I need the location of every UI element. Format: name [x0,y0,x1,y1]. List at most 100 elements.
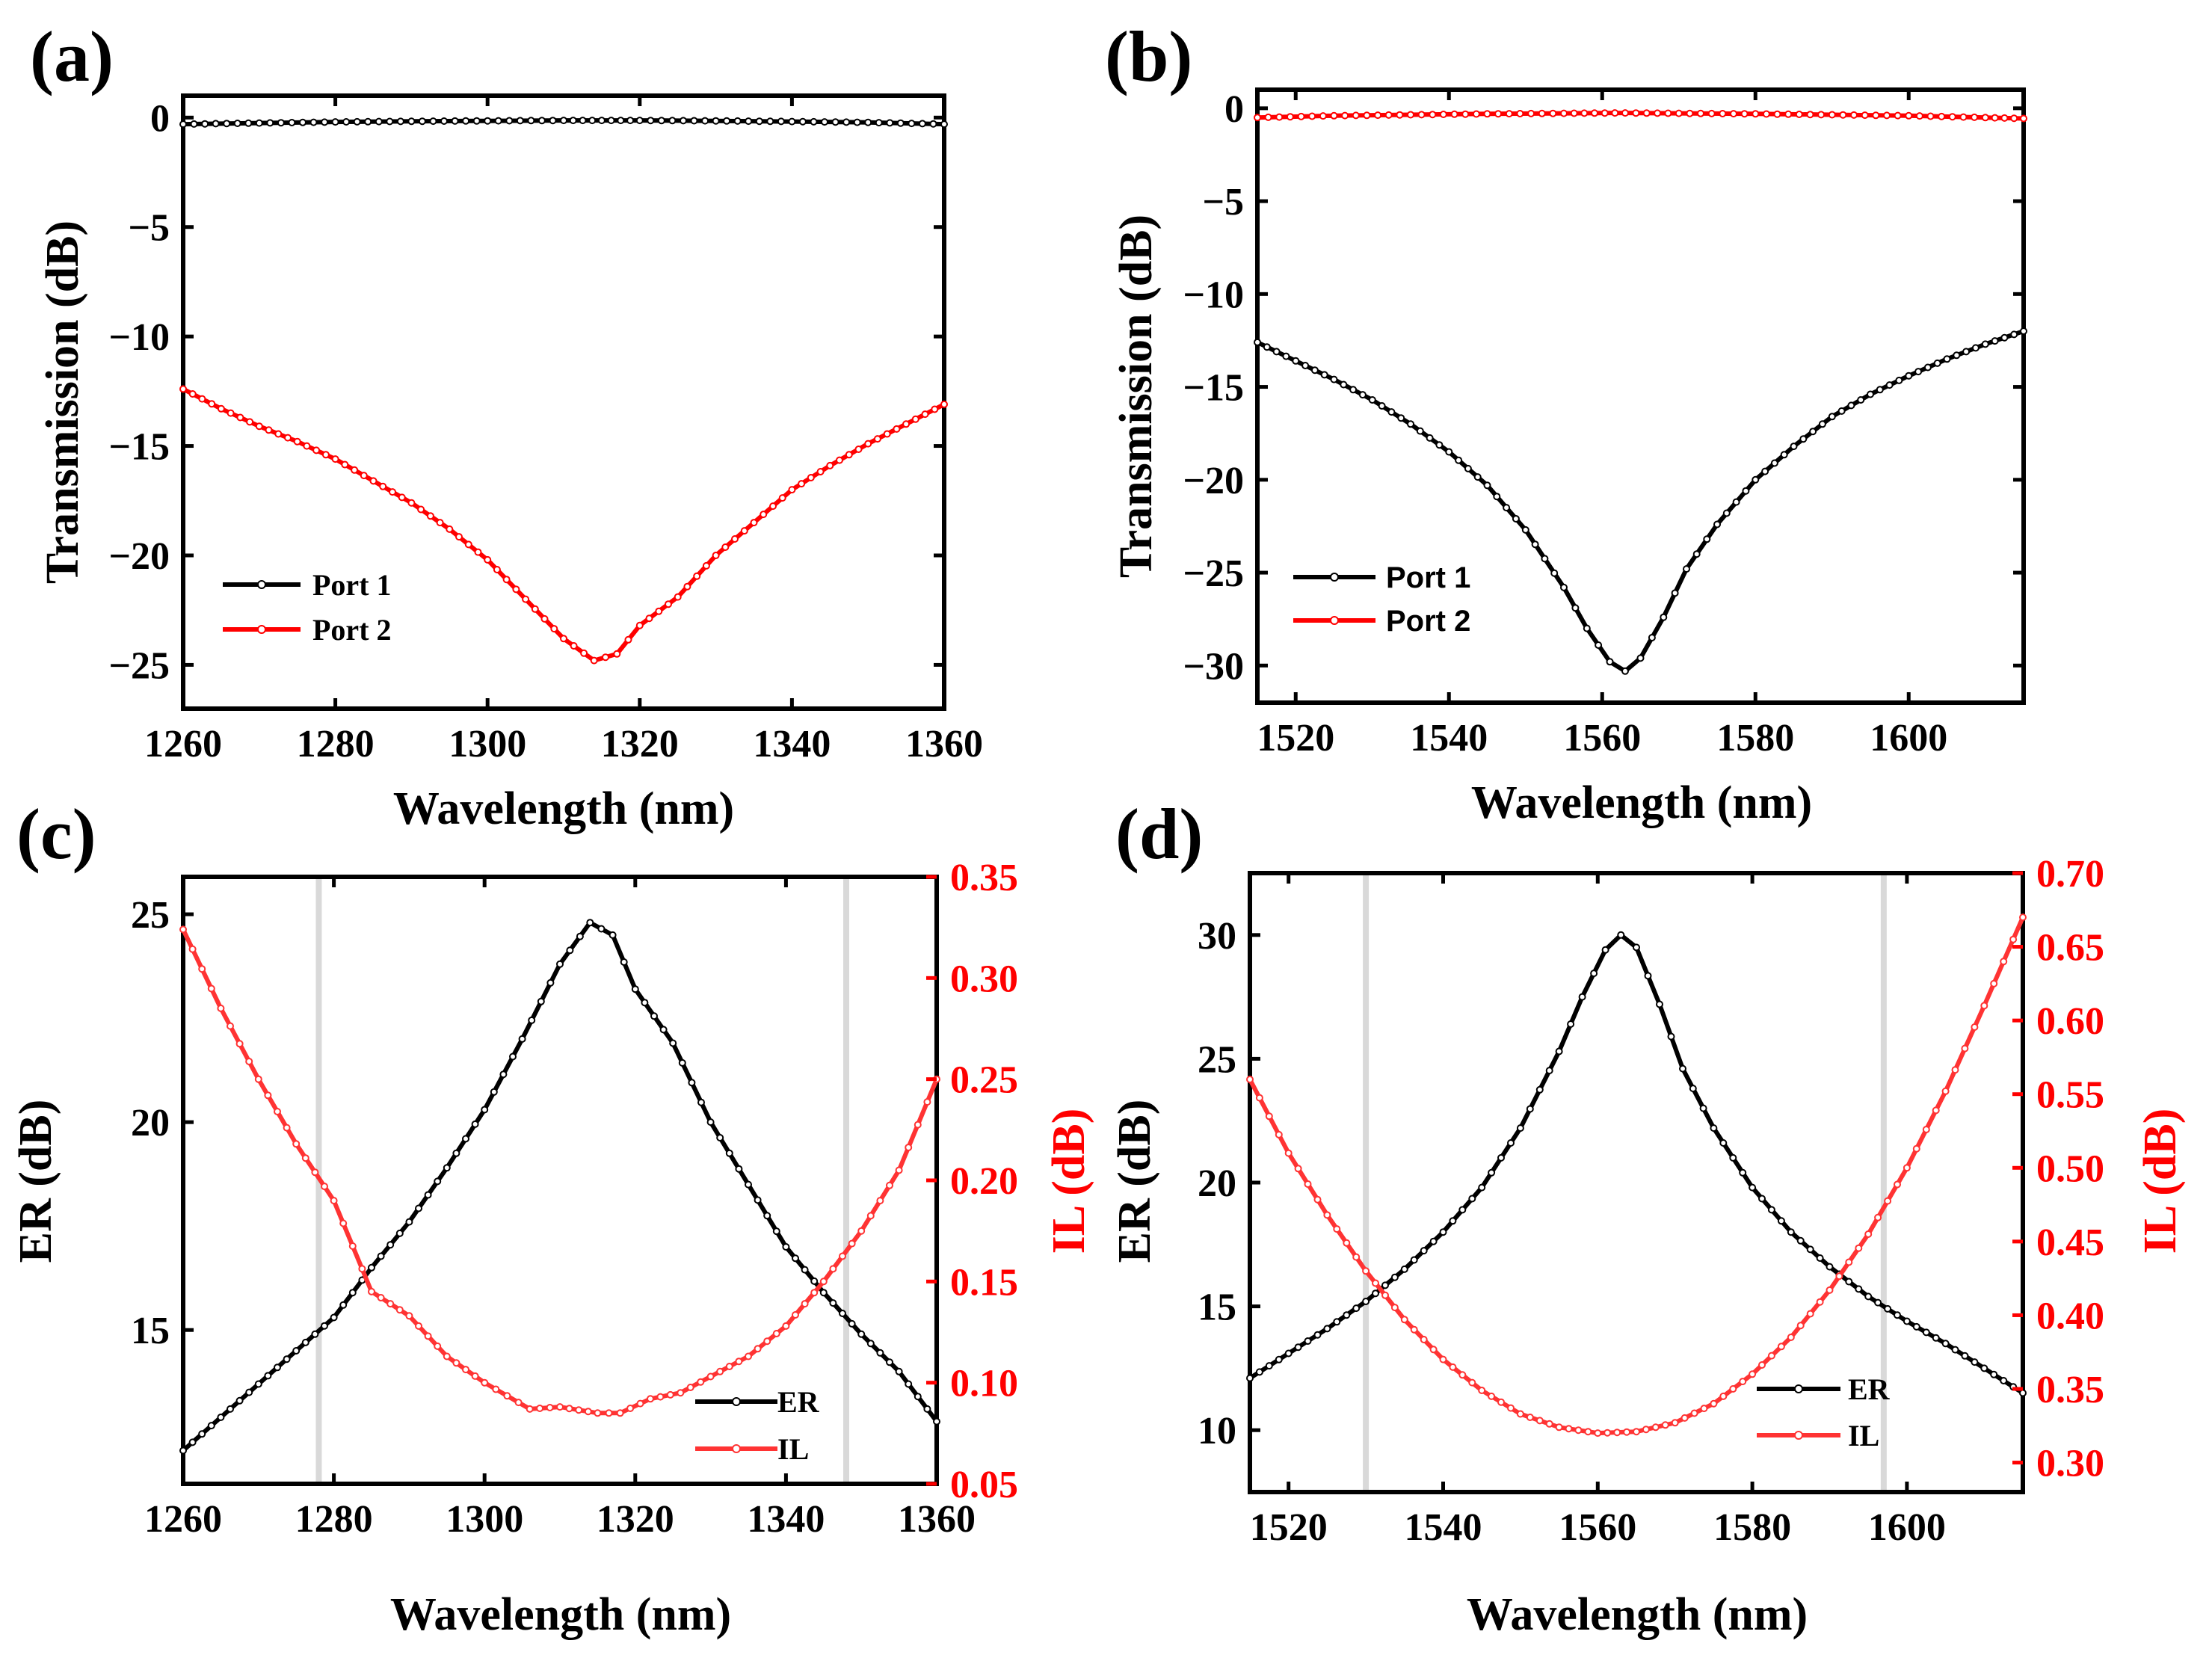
series-point-il [616,1409,624,1417]
series-point-er [179,1446,187,1455]
y-axis-title-c: ER (dB) [10,1100,61,1263]
series-point-er [490,1088,498,1096]
series-point-il [1758,1361,1766,1369]
series-point-er [725,1149,733,1157]
y2-axis-title-d: IL (dB) [2135,1109,2186,1254]
series-point-port-2 [293,437,301,446]
series-point-port-1 [1818,420,1826,428]
series-point-il [1275,1130,1283,1138]
series-point-port-2 [1494,110,1503,118]
series-point-il [647,1395,654,1403]
series-point-port-2 [1883,111,1891,120]
series-point-port-1 [810,117,818,126]
series-point-port-2 [360,472,368,480]
series-point-port-2 [1784,110,1793,118]
y-tick-label: 15 [1198,1286,1236,1329]
series-point-port-2 [540,614,549,623]
series-point-port-2 [1264,113,1272,121]
series-point-port-1 [505,117,514,125]
series-point-il [656,1393,665,1401]
series-point-il [462,1366,469,1374]
series-point-port-1 [1962,348,1971,356]
x-tick-label: 1580 [1713,1506,1791,1549]
series-point-er [217,1414,225,1421]
x-tick-label: 1300 [446,1498,523,1541]
series-point-er [754,1196,762,1204]
series-point-port-2 [1872,111,1880,120]
series-point-port-2 [1926,112,1935,120]
series-point-er [415,1204,422,1212]
series-point-port-2 [1817,111,1826,119]
series-point-er [1535,1085,1544,1094]
y-tick-label: 25 [131,894,170,937]
series-point-il [1400,1316,1408,1324]
y-tick-label: −10 [1183,274,1244,316]
series-point-port-1 [1885,381,1894,389]
series-point-er [1246,1374,1254,1382]
series-point-port-2 [502,576,511,584]
panel-b: (b) 1520 1540 1560 1580 1600 0 −5 −10 −15 −20 −25 −… [1105,16,2027,828]
series-point-port-1 [1660,613,1668,621]
series-point-port-2 [1450,110,1458,118]
series-point-port-2 [331,455,339,463]
series-point-il [1535,1417,1544,1425]
series-point-port-1 [1320,371,1328,379]
series-point-port-2 [864,440,872,448]
series-point-er [348,1289,357,1297]
series-point-port-1 [1595,641,1603,649]
tick-layer-a: 1260 1280 1300 1320 1340 1360 0 −5 −10 −15 −20 −25 [108,96,983,765]
series-point-port-1 [418,117,426,126]
series-point-port-1 [733,117,742,125]
y2-tick-label: 0.45 [2036,1221,2104,1264]
series-point-port-2 [845,451,853,459]
series-point-port-1 [1272,348,1281,356]
series-point-port-2 [1773,110,1781,118]
legend-marker-port-1 [1330,573,1339,582]
series-point-port-2 [1308,112,1316,120]
series-point-il [377,1294,385,1301]
series-point-er [1922,1328,1930,1337]
series-point-il [772,1330,780,1337]
series-point-il [763,1337,771,1346]
series-point-port-2 [854,446,863,453]
series-point-port-1 [1330,375,1338,383]
series-point-port-2 [1297,112,1305,120]
series-point-port-1 [1407,420,1414,428]
panel-label-d: (d) [1115,794,1203,874]
y2-tick-label: 0.30 [2036,1443,2104,1485]
series-point-port-1 [516,117,524,125]
y-tick-label: −5 [1202,181,1244,224]
series-point-port-2 [303,442,311,450]
series-point-er [1894,1311,1901,1319]
series-point-port-2 [940,400,948,408]
series-point-port-2 [1407,111,1414,119]
series-point-er [1265,1362,1273,1370]
series-point-er [377,1252,385,1260]
series-point-il [481,1378,489,1387]
series-point-port-2 [1254,114,1261,122]
series-point-port-2 [188,390,197,398]
series-point-port-1 [396,117,404,126]
y2-tick-label: 0.30 [950,958,1018,1000]
x-axis-title-d: Wavelength (nm) [1467,1589,1808,1640]
series-point-port-1 [1713,520,1721,528]
plot-layer-c [179,879,940,1482]
series-point-il [492,1385,500,1393]
series-point-er [1855,1285,1863,1293]
series-point-er [264,1372,272,1380]
series-point-port-2 [1675,109,1683,117]
series-point-er [292,1347,301,1355]
series-point-port-1 [255,119,263,127]
series-point-port-1 [1483,481,1491,490]
series-point-port-2 [217,404,225,413]
series-point-port-1 [929,120,937,128]
plot-frame-a [181,93,946,711]
y-tick-label: −15 [108,426,170,469]
series-point-port-1 [668,117,677,125]
series-point-er [819,1289,828,1297]
series-point-port-1 [617,117,625,125]
y-axis-title-d: ER (dB) [1109,1100,1160,1263]
series-point-il [1884,1197,1892,1205]
series-point-er [1478,1183,1486,1192]
series-point-port-2 [1632,109,1640,117]
